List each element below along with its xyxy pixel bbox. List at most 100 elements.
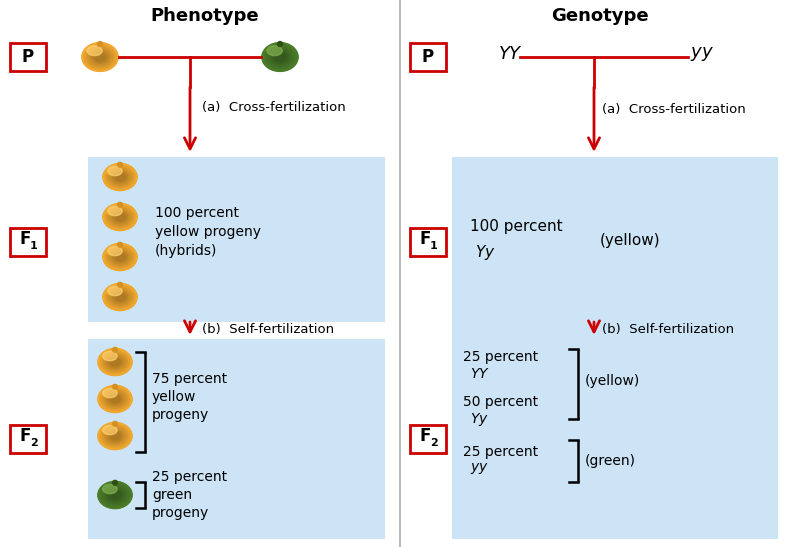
Circle shape [98, 42, 102, 46]
Ellipse shape [110, 358, 120, 366]
Ellipse shape [100, 432, 130, 449]
Ellipse shape [102, 486, 127, 504]
Ellipse shape [84, 53, 116, 71]
Ellipse shape [105, 428, 125, 444]
Text: $YY$: $YY$ [498, 45, 523, 63]
Text: (yellow): (yellow) [585, 374, 640, 388]
Ellipse shape [98, 386, 132, 412]
Text: 25 percent: 25 percent [463, 350, 538, 364]
Ellipse shape [102, 485, 117, 494]
Ellipse shape [100, 388, 130, 410]
Ellipse shape [85, 45, 115, 69]
Ellipse shape [103, 284, 137, 310]
Ellipse shape [100, 351, 130, 374]
Ellipse shape [102, 388, 117, 398]
Ellipse shape [105, 293, 135, 310]
Ellipse shape [108, 246, 122, 256]
FancyBboxPatch shape [88, 339, 385, 539]
Text: 100 percent: 100 percent [470, 219, 562, 235]
Ellipse shape [110, 395, 120, 403]
Circle shape [113, 347, 118, 352]
Ellipse shape [108, 166, 122, 176]
Ellipse shape [98, 386, 132, 412]
Ellipse shape [98, 482, 132, 508]
Text: 75 percent
yellow
progeny: 75 percent yellow progeny [152, 371, 227, 422]
Ellipse shape [103, 164, 137, 190]
Ellipse shape [108, 206, 122, 216]
Text: (yellow): (yellow) [600, 232, 661, 247]
Text: 2: 2 [30, 438, 38, 448]
FancyBboxPatch shape [452, 322, 778, 539]
Ellipse shape [107, 393, 122, 405]
Ellipse shape [90, 49, 110, 65]
Text: 25 percent
green
progeny: 25 percent green progeny [152, 470, 227, 520]
Ellipse shape [262, 43, 298, 71]
Ellipse shape [106, 166, 134, 188]
Ellipse shape [100, 491, 130, 508]
Ellipse shape [110, 491, 120, 499]
Ellipse shape [98, 423, 132, 449]
Ellipse shape [100, 395, 130, 412]
Ellipse shape [92, 51, 108, 63]
Ellipse shape [100, 358, 130, 375]
Ellipse shape [267, 47, 293, 67]
Text: $yy$: $yy$ [470, 462, 489, 476]
Ellipse shape [103, 244, 137, 270]
Ellipse shape [115, 173, 125, 181]
Text: F: F [419, 230, 430, 248]
Ellipse shape [105, 253, 135, 270]
Circle shape [113, 480, 118, 485]
FancyBboxPatch shape [410, 228, 446, 256]
Ellipse shape [115, 213, 125, 221]
Circle shape [118, 202, 122, 207]
Text: F: F [19, 427, 30, 445]
Ellipse shape [82, 43, 118, 71]
FancyBboxPatch shape [410, 43, 446, 71]
Ellipse shape [272, 51, 288, 63]
Ellipse shape [106, 206, 134, 228]
Text: (a)  Cross-fertilization: (a) Cross-fertilization [202, 101, 346, 113]
FancyBboxPatch shape [10, 425, 46, 453]
Ellipse shape [106, 246, 134, 269]
Ellipse shape [265, 45, 295, 69]
Ellipse shape [110, 432, 120, 440]
Ellipse shape [108, 167, 132, 187]
Ellipse shape [103, 283, 137, 311]
Text: $Yy$: $Yy$ [470, 410, 489, 428]
Ellipse shape [107, 356, 122, 368]
Ellipse shape [264, 53, 296, 71]
Text: $yy$: $yy$ [690, 45, 714, 63]
Ellipse shape [82, 43, 118, 72]
Ellipse shape [100, 484, 130, 507]
Ellipse shape [108, 288, 132, 306]
Ellipse shape [87, 46, 102, 56]
Ellipse shape [94, 53, 106, 61]
Ellipse shape [262, 43, 298, 72]
Ellipse shape [103, 203, 137, 231]
Text: (a)  Cross-fertilization: (a) Cross-fertilization [602, 102, 746, 115]
Ellipse shape [102, 427, 127, 445]
Text: 25 percent: 25 percent [463, 445, 538, 459]
Ellipse shape [108, 207, 132, 226]
Ellipse shape [274, 53, 286, 61]
Text: 2: 2 [430, 438, 438, 448]
Circle shape [118, 242, 122, 247]
Ellipse shape [105, 213, 135, 230]
Text: $YY$: $YY$ [470, 367, 490, 381]
Ellipse shape [103, 243, 137, 271]
Ellipse shape [105, 354, 125, 370]
Ellipse shape [87, 47, 113, 67]
Ellipse shape [267, 46, 282, 56]
Ellipse shape [105, 391, 125, 406]
Text: (green): (green) [585, 454, 636, 468]
Text: Phenotype: Phenotype [150, 7, 259, 25]
Ellipse shape [106, 286, 134, 309]
Ellipse shape [98, 348, 132, 376]
Ellipse shape [98, 422, 132, 450]
Ellipse shape [107, 489, 122, 501]
Ellipse shape [100, 424, 130, 447]
Text: P: P [422, 48, 434, 66]
Ellipse shape [113, 291, 127, 303]
Ellipse shape [115, 293, 125, 301]
Ellipse shape [113, 171, 127, 183]
